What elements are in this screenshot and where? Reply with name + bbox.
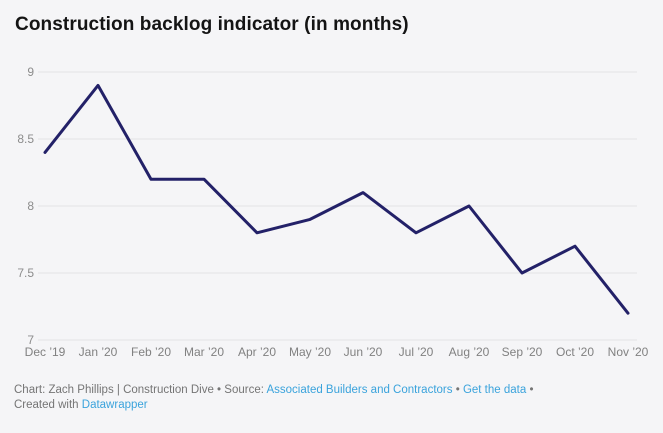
x-axis-tick-label: Jan ’20 — [79, 345, 118, 359]
x-axis-tick-label: Feb ’20 — [131, 345, 171, 359]
footer-attribution-line: Chart: Zach Phillips | Construction Dive… — [14, 383, 533, 398]
chart-credit: Chart: Zach Phillips | Construction Dive — [14, 384, 214, 396]
y-axis-tick-label: 8 — [27, 199, 34, 213]
y-axis-tick-label: 7 — [27, 333, 34, 347]
x-axis-tick-label: Nov ’20 — [608, 345, 649, 359]
x-axis-tick-label: Jul ’20 — [399, 345, 434, 359]
footer-created-line: Created with Datawrapper — [14, 398, 533, 413]
x-axis-tick-label: Oct ’20 — [556, 345, 594, 359]
x-axis-tick-label: Sep ’20 — [502, 345, 543, 359]
x-axis-tick-label: Jun ’20 — [344, 345, 383, 359]
y-axis-tick-label: 9 — [27, 65, 34, 79]
chart-title: Construction backlog indicator (in month… — [15, 14, 409, 35]
get-the-data-link[interactable]: Get the data — [462, 384, 527, 396]
x-axis-tick-label: Dec ’19 — [25, 345, 66, 359]
y-axis-tick-label: 7.5 — [17, 266, 34, 280]
backlog-data-line — [43, 83, 630, 315]
source-label: Source: — [224, 384, 264, 396]
y-axis-tick-label: 8.5 — [17, 132, 34, 146]
footer: Chart: Zach Phillips | Construction Dive… — [14, 383, 533, 413]
x-axis-tick-label: Apr ’20 — [238, 345, 276, 359]
source-link[interactable]: Associated Builders and Contractors — [266, 384, 453, 396]
separator-bullet: • — [529, 384, 534, 396]
separator-bullet: • — [455, 384, 460, 396]
x-axis-tick-label: Mar ’20 — [184, 345, 224, 359]
datawrapper-link[interactable]: Datawrapper — [81, 399, 148, 411]
separator-bullet: • — [217, 384, 222, 396]
x-axis-tick-label: Aug ’20 — [449, 345, 490, 359]
created-with-label: Created with — [14, 399, 79, 411]
x-axis-tick-label: May ’20 — [289, 345, 331, 359]
